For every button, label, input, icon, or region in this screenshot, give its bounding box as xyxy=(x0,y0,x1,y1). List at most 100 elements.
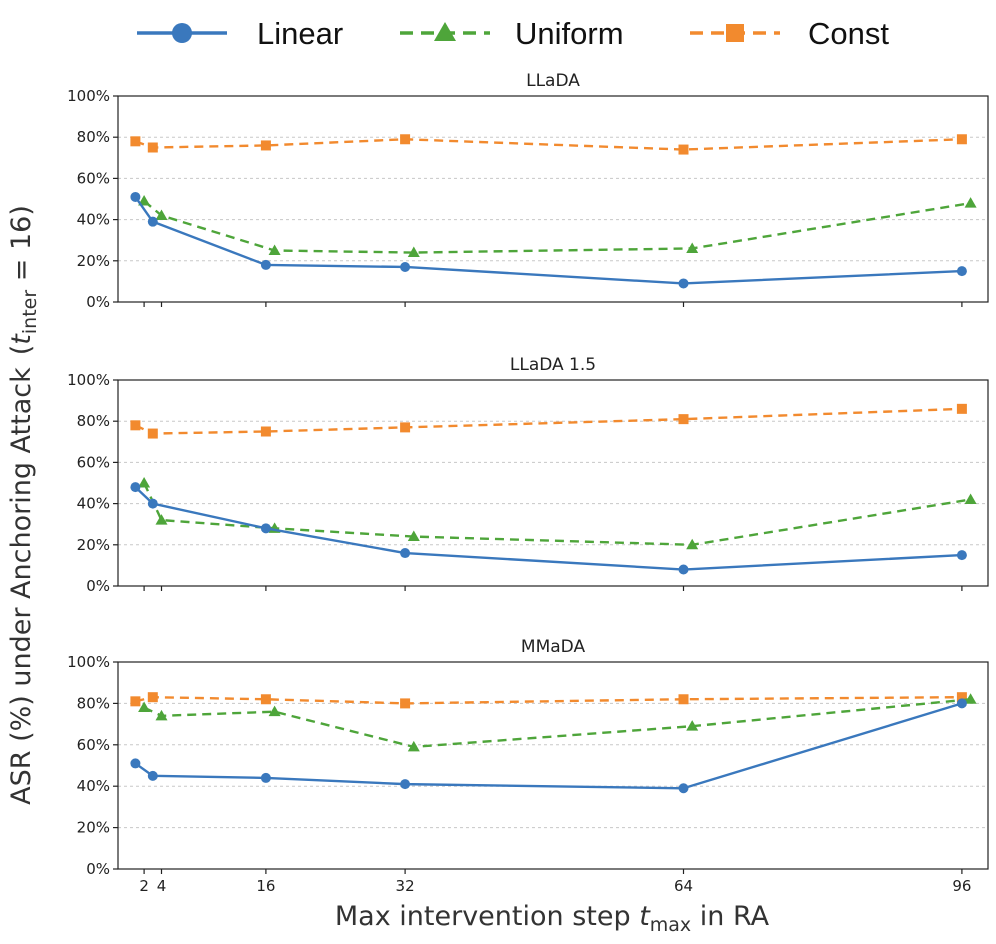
series-line-uniform xyxy=(143,200,971,254)
panel-2: LLaDA 1.5 0% 20% 40% 60% 80% 100% xyxy=(67,355,989,595)
y-axis-title-suffix: = 16) xyxy=(6,205,37,290)
data-point-linear xyxy=(147,216,158,227)
data-point-uniform xyxy=(964,693,977,704)
data-point-const xyxy=(260,426,271,437)
y-tick-label: 100% xyxy=(67,653,110,671)
data-point-uniform xyxy=(964,197,977,208)
data-point-linear xyxy=(956,698,967,709)
series-linear xyxy=(130,698,967,794)
legend-label: Const xyxy=(808,16,889,51)
data-point-uniform xyxy=(407,246,420,258)
data-point-linear xyxy=(130,758,141,769)
data-point-linear xyxy=(260,259,271,270)
panel-3: MMaDA 0% 20% 40% 60% 80% 100% 2 4 16 32 64 96 xyxy=(67,637,989,895)
data-point-linear xyxy=(400,548,411,559)
data-point-uniform xyxy=(964,493,977,504)
data-point-const xyxy=(956,134,967,145)
x-tick-label: 2 xyxy=(139,877,149,895)
data-point-const xyxy=(956,403,967,414)
x-tick-label: 16 xyxy=(256,877,275,895)
y-tick-label: 20% xyxy=(77,252,110,270)
data-point-linear xyxy=(400,779,411,790)
data-point-uniform xyxy=(686,242,699,253)
data-point-const xyxy=(147,692,158,703)
x-axis-title-sub: max xyxy=(650,914,691,936)
x-tick-label: 4 xyxy=(157,877,167,895)
data-point-uniform xyxy=(407,740,420,752)
data-point-uniform xyxy=(155,514,168,525)
data-point-uniform xyxy=(268,244,281,255)
y-axis-title-open: ( xyxy=(6,345,37,356)
series-uniform xyxy=(138,195,977,258)
data-point-const xyxy=(678,414,689,425)
plot-frame xyxy=(117,661,989,870)
legend-marker xyxy=(172,23,192,43)
y-tick-label: 100% xyxy=(67,87,110,105)
x-tick-label: 32 xyxy=(396,877,415,895)
data-point-uniform xyxy=(686,720,699,731)
x-tick-label: 96 xyxy=(952,877,971,895)
y-tick-label: 80% xyxy=(77,412,110,430)
legend-label: Uniform xyxy=(515,16,624,51)
y-tick-label: 40% xyxy=(77,777,110,795)
x-tick-label: 64 xyxy=(674,877,693,895)
data-point-linear xyxy=(956,266,967,277)
panel-title: LLaDA 1.5 xyxy=(510,355,596,375)
y-tick-label: 80% xyxy=(77,694,110,712)
panel-title: MMaDA xyxy=(521,637,586,657)
x-axis-title-prefix: Max intervention step xyxy=(335,901,639,932)
series-line-linear xyxy=(134,196,962,285)
x-axis-title: Max intervention step tmax in RA xyxy=(335,901,770,936)
data-point-const xyxy=(147,428,158,439)
data-point-uniform xyxy=(155,209,168,220)
data-point-linear xyxy=(678,564,689,575)
x-axis-title-suffix: in RA xyxy=(691,901,769,932)
axis-titles: Max intervention step tmax in RA ASR (%)… xyxy=(6,205,770,936)
data-point-const xyxy=(678,144,689,155)
plot-frame xyxy=(117,95,989,303)
data-point-const xyxy=(400,134,411,145)
data-point-uniform xyxy=(138,477,151,488)
data-point-linear xyxy=(956,550,967,561)
data-point-linear xyxy=(260,772,271,783)
data-point-const xyxy=(130,136,141,147)
data-point-linear xyxy=(130,191,141,202)
data-point-uniform xyxy=(138,701,151,713)
legend-marker xyxy=(726,24,744,42)
y-tick-label: 80% xyxy=(77,128,110,146)
data-point-const xyxy=(130,420,141,431)
data-point-const xyxy=(678,694,689,705)
y-tick-label: 20% xyxy=(77,819,110,837)
series-const xyxy=(130,403,967,439)
legend-marker xyxy=(434,22,456,41)
y-axis-title: ASR (%) under Anchoring Attack (tinter = … xyxy=(6,205,41,805)
y-tick-label: 0% xyxy=(86,577,110,595)
data-point-uniform xyxy=(268,705,281,717)
y-tick-label: 40% xyxy=(77,495,110,513)
series-line-const xyxy=(135,695,962,705)
y-tick-label: 60% xyxy=(77,169,110,187)
data-point-uniform xyxy=(407,530,420,542)
y-axis-title-main: ASR (%) under Anchoring Attack xyxy=(6,367,37,805)
y-tick-label: 60% xyxy=(77,453,110,471)
legend-item-const: Const xyxy=(690,16,889,51)
data-point-linear xyxy=(400,261,411,272)
panel-1: LLaDA 0% 20% 40% 60% 80% 100% xyxy=(67,71,989,311)
data-point-const xyxy=(400,422,411,433)
series-line-linear xyxy=(134,702,963,790)
series-uniform xyxy=(138,477,977,550)
data-point-uniform xyxy=(138,195,151,206)
data-point-const xyxy=(147,142,158,153)
legend-item-uniform: Uniform xyxy=(400,16,624,51)
series-line-const xyxy=(134,138,962,151)
data-point-linear xyxy=(260,523,271,534)
plot-frame xyxy=(117,379,989,587)
data-point-const xyxy=(260,694,271,705)
data-point-uniform xyxy=(686,538,699,550)
data-point-const xyxy=(130,696,141,707)
data-point-linear xyxy=(147,770,158,781)
y-tick-label: 60% xyxy=(77,736,110,754)
data-point-linear xyxy=(130,482,141,493)
series-uniform xyxy=(138,693,977,752)
